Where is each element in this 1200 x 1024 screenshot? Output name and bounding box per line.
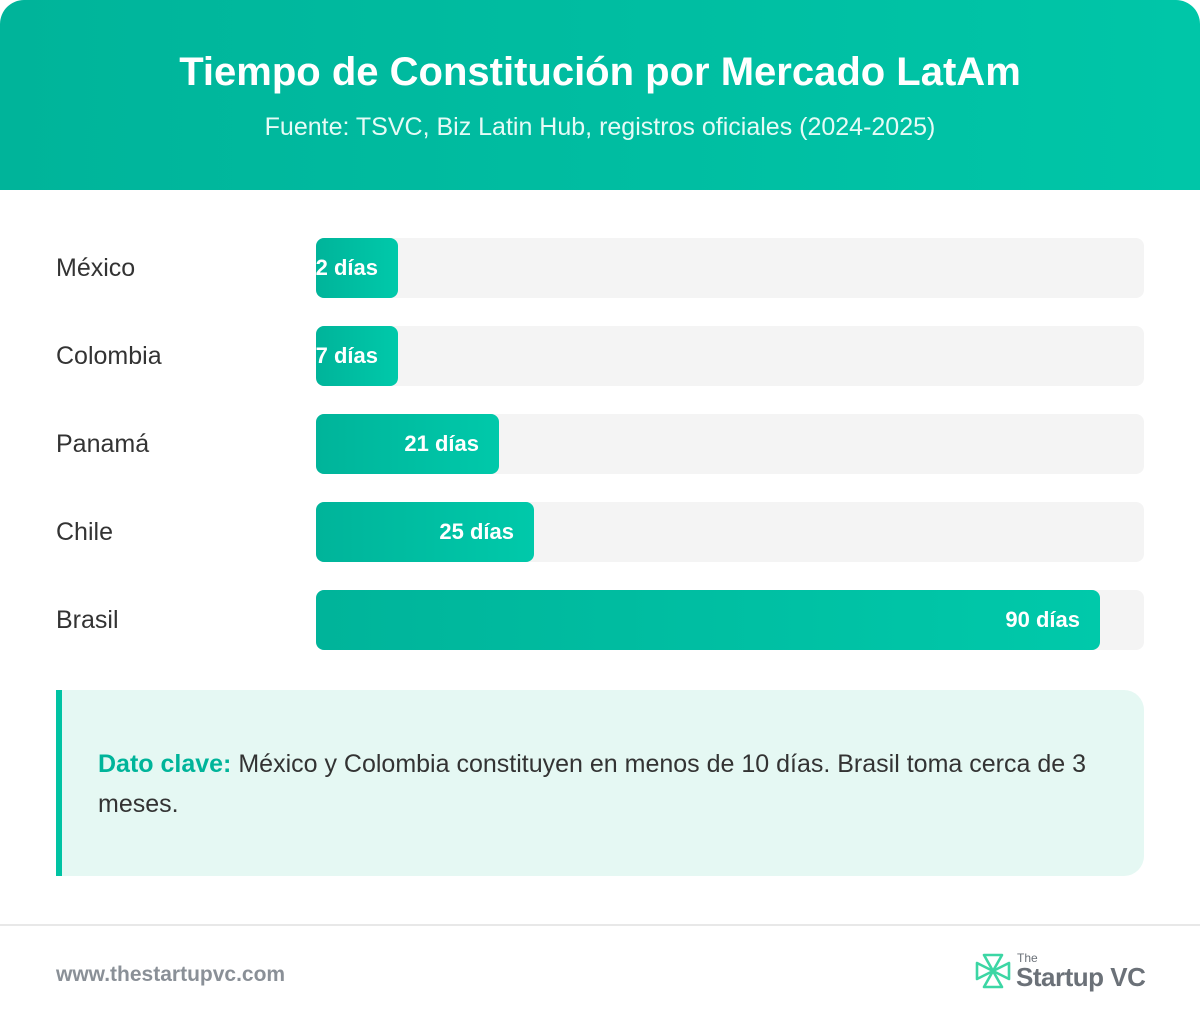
bar-value-label: 90 días bbox=[1005, 607, 1080, 632]
header-banner: Tiempo de Constitución por Mercado LatAm… bbox=[0, 0, 1200, 190]
bar-chart: México 2 días Colombia 7 días Panamá 21 días C… bbox=[0, 190, 1200, 670]
category-label: México bbox=[56, 254, 136, 282]
category-label: Panamá bbox=[56, 430, 150, 458]
chart-title: Tiempo de Constitución por Mercado LatAm bbox=[179, 50, 1021, 94]
bar-track bbox=[316, 326, 1144, 386]
category-label: Chile bbox=[56, 518, 113, 546]
category-label: Brasil bbox=[56, 606, 119, 634]
bar-track bbox=[316, 238, 1144, 298]
category-label: Colombia bbox=[56, 342, 162, 370]
logo-mark-icon bbox=[975, 953, 1011, 989]
bar: 21 días bbox=[316, 414, 499, 474]
logo-small-text: The bbox=[1017, 951, 1038, 965]
key-fact-callout: Dato clave: México y Colombia constituye… bbox=[56, 690, 1144, 876]
bar-value-label: 2 días bbox=[316, 255, 378, 280]
bar-value-label: 7 días bbox=[316, 343, 378, 368]
bar: 25 días bbox=[316, 502, 534, 562]
bar-value-label: 21 días bbox=[404, 431, 479, 456]
startup-vc-logo: The Startup VC bbox=[974, 950, 1154, 996]
key-fact-text: México y Colombia constituyen en menos d… bbox=[98, 750, 1086, 818]
key-fact-label: Dato clave: bbox=[98, 750, 232, 778]
bar-value-label: 25 días bbox=[439, 519, 514, 544]
bar: 90 días bbox=[316, 590, 1100, 650]
footer-divider bbox=[0, 924, 1200, 926]
chart-subtitle: Fuente: TSVC, Biz Latin Hub, registros o… bbox=[264, 113, 936, 141]
bar: 7 días bbox=[316, 326, 398, 386]
bar: 2 días bbox=[316, 238, 398, 298]
footer-url[interactable]: www.thestartupvc.com bbox=[56, 963, 286, 986]
logo-name: Startup VC bbox=[1016, 962, 1146, 992]
